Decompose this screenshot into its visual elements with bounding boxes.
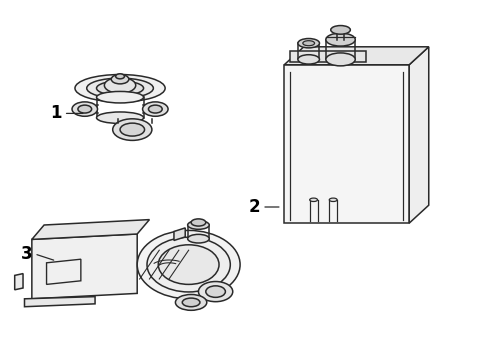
Ellipse shape (104, 77, 136, 93)
Ellipse shape (331, 26, 350, 34)
Ellipse shape (158, 245, 219, 284)
Text: 3: 3 (21, 245, 33, 263)
Ellipse shape (97, 91, 144, 103)
Ellipse shape (78, 105, 92, 113)
Ellipse shape (137, 230, 240, 299)
Ellipse shape (75, 75, 165, 102)
Ellipse shape (87, 78, 153, 98)
Ellipse shape (191, 219, 206, 226)
Ellipse shape (198, 282, 233, 302)
Ellipse shape (120, 123, 145, 136)
Ellipse shape (188, 221, 209, 229)
Polygon shape (32, 234, 137, 299)
Ellipse shape (326, 53, 355, 66)
Polygon shape (409, 47, 429, 223)
Polygon shape (174, 228, 185, 240)
Polygon shape (290, 51, 366, 62)
Ellipse shape (113, 119, 152, 140)
Ellipse shape (298, 39, 319, 48)
Ellipse shape (97, 112, 144, 123)
Polygon shape (15, 274, 23, 290)
Polygon shape (24, 297, 95, 307)
Polygon shape (32, 220, 149, 239)
Ellipse shape (143, 102, 168, 116)
Ellipse shape (72, 102, 98, 116)
Ellipse shape (116, 74, 124, 79)
Polygon shape (284, 65, 409, 223)
Ellipse shape (188, 234, 209, 243)
Ellipse shape (310, 198, 318, 202)
Ellipse shape (326, 33, 355, 46)
Ellipse shape (147, 237, 230, 292)
Ellipse shape (175, 294, 207, 310)
Ellipse shape (298, 55, 319, 64)
Text: 1: 1 (50, 104, 62, 122)
Ellipse shape (111, 75, 129, 84)
Text: 2: 2 (249, 198, 261, 216)
Ellipse shape (303, 41, 315, 46)
Ellipse shape (206, 286, 225, 297)
Ellipse shape (329, 198, 337, 202)
Ellipse shape (97, 81, 144, 95)
Polygon shape (284, 47, 429, 65)
Ellipse shape (182, 298, 200, 307)
Ellipse shape (148, 105, 162, 113)
